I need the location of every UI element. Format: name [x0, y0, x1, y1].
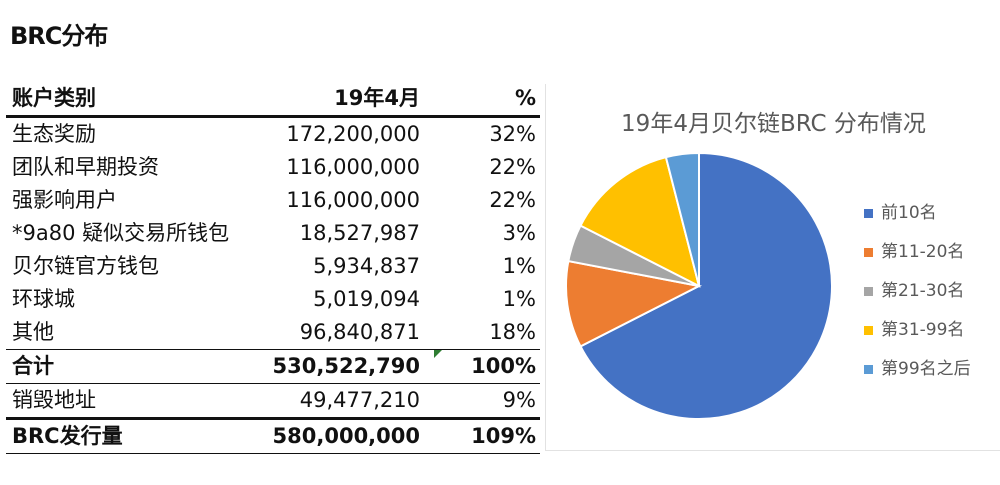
pie-slice-1 [579, 151, 833, 420]
legend-swatch [864, 325, 873, 335]
row-value: 18,527,987 [299, 221, 420, 245]
row-percent: 22% [489, 188, 536, 212]
table-row: 其他 96,840,871 18% [6, 316, 540, 349]
total-rule [6, 349, 540, 350]
row-label: *9a80 疑似交易所钱包 [12, 221, 230, 245]
legend-swatch [864, 364, 873, 374]
legend-swatch [864, 208, 873, 218]
legend-item: 第31-99名 [864, 319, 971, 358]
table-issued-row: BRC发行量 580,000,000 109% [6, 420, 540, 453]
row-value: 116,000,000 [286, 155, 420, 179]
legend-item: 第21-30名 [864, 280, 971, 319]
page-title: BRC分布 [10, 22, 108, 50]
legend-item: 第99名之后 [864, 358, 971, 397]
table-row: 环球城 5,019,094 1% [6, 283, 540, 316]
table-row: *9a80 疑似交易所钱包 18,527,987 3% [6, 217, 540, 250]
legend-swatch [864, 247, 873, 257]
chart-legend: 前10名第11-20名 第21-30名 第31-99名 第99名之后 [864, 202, 971, 397]
burn-value: 49,477,210 [299, 388, 420, 412]
row-label: 贝尔链官方钱包 [12, 254, 159, 278]
total-percent: 100% [471, 354, 536, 378]
issued-value: 580,000,000 [272, 424, 420, 448]
total-label: 合计 [12, 354, 54, 378]
row-percent: 22% [489, 155, 536, 179]
pie-slice-4 [579, 155, 701, 288]
row-label: 生态奖励 [12, 122, 96, 146]
row-value: 172,200,000 [286, 122, 420, 146]
row-percent: 3% [502, 221, 536, 245]
legend-item: 第11-20名 [864, 241, 971, 280]
row-value: 5,019,094 [313, 287, 420, 311]
pie-slice-2 [565, 259, 703, 348]
issued-percent: 109% [471, 424, 536, 448]
burn-percent: 9% [502, 388, 536, 412]
table-row: 生态奖励 172,200,000 32% [6, 118, 540, 151]
header-percent: % [514, 86, 536, 110]
issued-rule [6, 417, 540, 420]
table-total-row: 合计 530,522,790 100% [6, 350, 540, 383]
row-label: 团队和早期投资 [12, 155, 159, 179]
row-label: 强影响用户 [12, 188, 117, 212]
pie-chart: 19年4月贝尔链BRC 分布情况 前10名第11-20名 第21-30名 第31-9… [545, 84, 1000, 451]
row-value: 96,840,871 [299, 320, 420, 344]
cell-comment-marker [434, 350, 442, 358]
row-percent: 32% [489, 122, 536, 146]
row-value: 116,000,000 [286, 188, 420, 212]
legend-label: 第21-30名 [881, 281, 965, 301]
chart-title: 19年4月贝尔链BRC 分布情况 [621, 111, 926, 137]
table-row: 强影响用户 116,000,000 22% [6, 184, 540, 217]
legend-label: 第31-99名 [881, 320, 965, 340]
header-account-type: 账户类别 [12, 86, 96, 110]
row-label: 环球城 [12, 287, 75, 311]
legend-label: 前10名 [881, 203, 937, 223]
header-month: 19年4月 [334, 86, 420, 110]
issued-label: BRC发行量 [12, 424, 123, 448]
bottom-rule [6, 453, 540, 454]
row-value: 5,934,837 [313, 254, 420, 278]
row-percent: 1% [502, 254, 536, 278]
row-label: 其他 [12, 320, 54, 344]
pie-chart-svg [565, 151, 833, 420]
table-header-row: 账户类别 19年4月 % [6, 82, 540, 115]
row-percent: 18% [489, 320, 536, 344]
legend-item: 前10名 [864, 202, 971, 241]
burn-label: 销毁地址 [12, 388, 96, 412]
header-rule [6, 115, 540, 118]
total-value: 530,522,790 [272, 354, 420, 378]
burn-rule [6, 383, 540, 384]
pie-slice-5 [664, 151, 700, 287]
legend-label: 第99名之后 [881, 359, 971, 379]
row-percent: 1% [502, 287, 536, 311]
legend-swatch [864, 286, 873, 296]
distribution-table: 账户类别 19年4月 % 生态奖励 172,200,000 32% 团队和早期投… [6, 82, 540, 454]
legend-label: 第11-20名 [881, 242, 965, 262]
table-row: 贝尔链官方钱包 5,934,837 1% [6, 250, 540, 283]
table-burn-row: 销毁地址 49,477,210 9% [6, 384, 540, 417]
table-row: 团队和早期投资 116,000,000 22% [6, 151, 540, 184]
